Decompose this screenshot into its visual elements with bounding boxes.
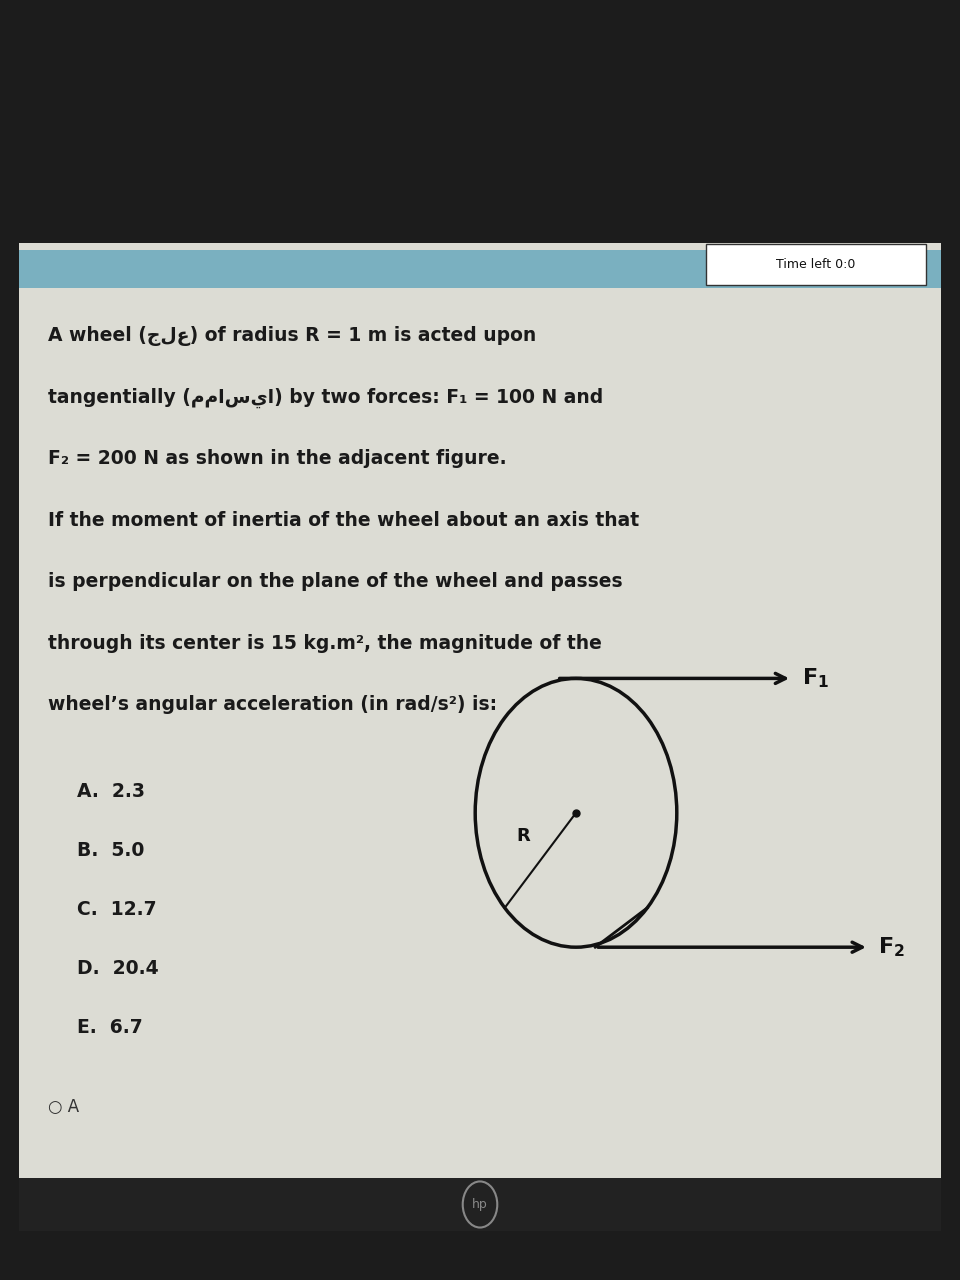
- Text: hp: hp: [472, 1198, 488, 1211]
- Text: wheel’s angular acceleration (in rad/s²) is:: wheel’s angular acceleration (in rad/s²)…: [48, 695, 497, 714]
- Text: A.  2.3: A. 2.3: [77, 782, 145, 801]
- Text: is perpendicular on the plane of the wheel and passes: is perpendicular on the plane of the whe…: [48, 572, 623, 591]
- Text: A wheel (جلع) of radius R = 1 m is acted upon: A wheel (جلع) of radius R = 1 m is acted…: [48, 326, 537, 347]
- FancyBboxPatch shape: [706, 244, 926, 285]
- Text: through its center is 15 kg.m², the magnitude of the: through its center is 15 kg.m², the magn…: [48, 634, 602, 653]
- FancyBboxPatch shape: [19, 243, 941, 1178]
- FancyBboxPatch shape: [19, 250, 941, 288]
- FancyBboxPatch shape: [19, 1178, 941, 1231]
- Text: Time left 0:0: Time left 0:0: [777, 259, 855, 271]
- Text: tangentially (مماسيا) by two forces: F₁ = 100 N and: tangentially (مماسيا) by two forces: F₁ …: [48, 388, 603, 408]
- Text: If the moment of inertia of the wheel about an axis that: If the moment of inertia of the wheel ab…: [48, 511, 639, 530]
- Text: F₂ = 200 N as shown in the adjacent figure.: F₂ = 200 N as shown in the adjacent figu…: [48, 449, 507, 468]
- Text: C.  12.7: C. 12.7: [77, 900, 156, 919]
- Text: R: R: [516, 827, 530, 845]
- Text: B.  5.0: B. 5.0: [77, 841, 144, 860]
- Text: $\mathbf{F_1}$: $\mathbf{F_1}$: [802, 667, 828, 690]
- Text: ○ A: ○ A: [48, 1098, 79, 1116]
- Text: $\mathbf{F_2}$: $\mathbf{F_2}$: [878, 936, 905, 959]
- Text: D.  20.4: D. 20.4: [77, 959, 158, 978]
- Text: E.  6.7: E. 6.7: [77, 1018, 142, 1037]
